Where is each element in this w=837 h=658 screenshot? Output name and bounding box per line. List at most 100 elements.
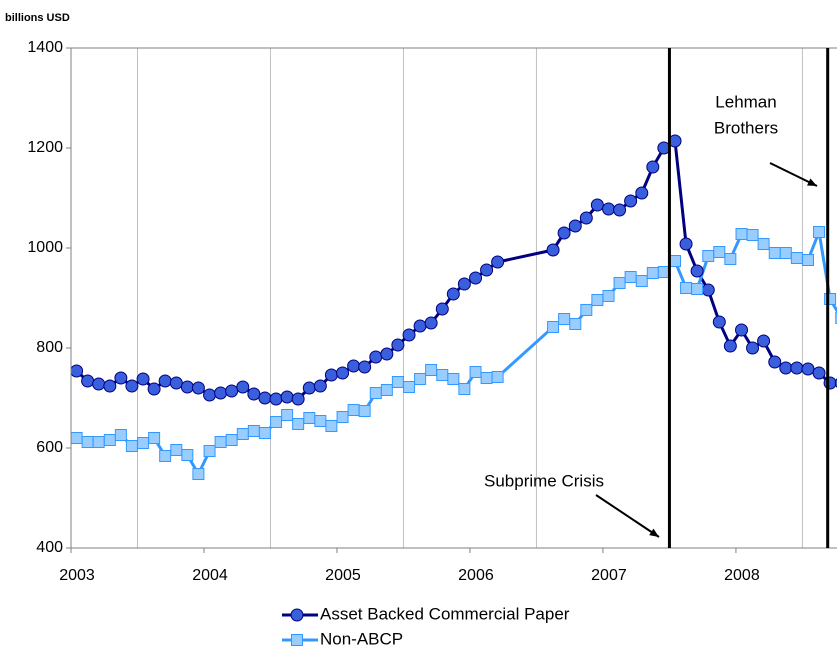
marker: [823, 376, 837, 390]
series-line: [75, 138, 837, 401]
legend-label: Asset Backed Commercial Paper: [320, 604, 570, 623]
marker: [247, 387, 261, 401]
marker: [757, 238, 770, 250]
annotation: Lehman: [715, 92, 776, 111]
marker: [757, 334, 771, 348]
x-tick-label: 2008: [724, 567, 760, 584]
marker: [680, 282, 693, 294]
marker: [635, 186, 649, 200]
marker: [701, 283, 715, 297]
series-line: [76, 226, 837, 478]
marker: [646, 267, 659, 279]
marker: [203, 445, 216, 457]
x-tick-label: 2006: [458, 567, 494, 584]
marker: [169, 376, 183, 390]
plot-area: [71, 48, 837, 548]
marker: [713, 246, 726, 258]
marker: [280, 390, 294, 404]
y-tick-label: 1400: [27, 39, 63, 56]
y-tick-label: 400: [36, 539, 63, 556]
x-tick-label: 2005: [325, 567, 361, 584]
marker: [679, 237, 693, 251]
marker: [92, 436, 105, 448]
marker: [702, 250, 715, 262]
marker: [71, 364, 84, 378]
marker: [347, 404, 360, 416]
marker: [590, 198, 604, 212]
marker: [813, 226, 826, 238]
legend-marker: [291, 634, 303, 646]
marker: [325, 420, 338, 432]
marker: [491, 371, 504, 383]
marker: [314, 415, 327, 427]
marker: [579, 211, 593, 225]
marker: [114, 371, 128, 385]
marker: [723, 339, 737, 353]
marker: [635, 275, 648, 287]
annotation: Subprime Crisis: [484, 471, 604, 490]
marker: [768, 355, 782, 369]
marker: [214, 436, 227, 448]
marker: [347, 359, 361, 373]
marker: [258, 427, 271, 439]
marker: [137, 437, 150, 449]
annotation: Brothers: [714, 118, 778, 137]
marker: [225, 434, 238, 446]
marker: [591, 294, 604, 306]
marker: [302, 381, 316, 395]
legend-label: Non-ABCP: [320, 629, 403, 648]
marker: [136, 372, 150, 386]
marker: [425, 364, 438, 376]
marker: [391, 338, 405, 352]
marker: [403, 381, 416, 393]
marker: [158, 374, 172, 388]
marker: [436, 369, 449, 381]
marker: [258, 391, 272, 405]
marker: [225, 384, 239, 398]
marker: [148, 432, 161, 444]
marker: [114, 429, 127, 441]
marker: [147, 382, 161, 396]
unit-label: billions USD: [5, 12, 70, 24]
marker: [469, 366, 482, 378]
marker: [81, 436, 94, 448]
marker: [324, 368, 338, 382]
marker: [247, 425, 260, 437]
marker: [469, 271, 483, 285]
x-tick-label: 2007: [591, 567, 627, 584]
marker: [159, 450, 172, 462]
arrow-head: [649, 528, 659, 537]
marker: [369, 350, 383, 364]
marker: [779, 361, 793, 375]
marker: [236, 380, 250, 394]
marker: [180, 380, 194, 394]
marker: [391, 376, 404, 388]
marker: [768, 247, 781, 259]
marker: [613, 203, 627, 217]
marker: [613, 277, 626, 289]
arrow-head: [807, 178, 817, 186]
marker: [835, 312, 837, 324]
marker: [424, 316, 438, 330]
marker: [303, 412, 316, 424]
marker: [203, 388, 217, 402]
marker: [812, 366, 826, 380]
marker: [491, 255, 505, 269]
marker: [191, 381, 205, 395]
marker: [547, 321, 560, 333]
marker: [92, 377, 106, 391]
marker: [214, 386, 228, 400]
marker: [569, 318, 582, 330]
marker: [291, 392, 305, 406]
marker: [103, 434, 116, 446]
marker: [81, 374, 95, 388]
marker: [657, 266, 670, 278]
marker: [746, 341, 760, 355]
marker: [270, 416, 283, 428]
marker: [790, 252, 803, 264]
marker: [802, 254, 815, 266]
marker: [269, 392, 283, 406]
marker: [746, 229, 759, 241]
marker: [435, 302, 449, 316]
